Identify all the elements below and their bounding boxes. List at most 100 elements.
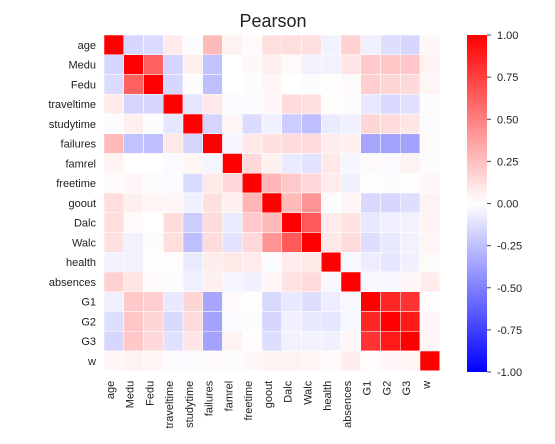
heatmap-cell-Dalc-freetime bbox=[242, 212, 263, 233]
heatmap-cell-G1-failures bbox=[202, 291, 223, 312]
heatmap-cell-famrel-failures bbox=[202, 153, 223, 174]
heatmap-cell-Dalc-absences bbox=[340, 212, 361, 233]
heatmap-cell-famrel-freetime bbox=[242, 153, 263, 174]
heatmap-cell-studytime-goout bbox=[261, 113, 282, 134]
heatmap-cell-Walc-Medu bbox=[123, 232, 144, 253]
y-tick-label-health: health bbox=[66, 257, 96, 269]
heatmap-cell-goout-absences bbox=[340, 192, 361, 213]
heatmap-cell-age-age bbox=[103, 34, 124, 55]
colorbar-ticks: 1.00 0.75 0.50 0.25 0.00 -0.25 -0.50 -0.75 -1.00 bbox=[487, 30, 522, 379]
x-tick-label-absences: absences bbox=[342, 380, 354, 428]
heatmap-cell-Walc-goout bbox=[261, 232, 282, 253]
heatmap-cell-age-Dalc bbox=[281, 34, 302, 55]
heatmap-cell-goout-health bbox=[321, 192, 342, 213]
heatmap-cell-famrel-G2 bbox=[380, 153, 401, 174]
heatmap-cell-G3-traveltime bbox=[163, 331, 184, 352]
heatmap-cell-G1-traveltime bbox=[163, 291, 184, 312]
heatmap-cell-freetime-traveltime bbox=[163, 173, 184, 194]
y-tick-label-age: age bbox=[78, 40, 96, 52]
heatmap-cell-Medu-G3 bbox=[400, 54, 421, 75]
heatmap-cell-absences-traveltime bbox=[163, 271, 184, 292]
heatmap-cell-Dalc-w bbox=[419, 212, 440, 233]
heatmap-cell-w-Walc bbox=[301, 350, 322, 371]
heatmap-cell-G1-famrel bbox=[222, 291, 243, 312]
heatmap-cell-goout-famrel bbox=[222, 192, 243, 213]
heatmap-cell-Fedu-absences bbox=[340, 74, 361, 95]
heatmap-cell-Fedu-Fedu bbox=[143, 74, 164, 95]
heatmap-cell-Medu-Medu bbox=[123, 54, 144, 75]
heatmap-cell-G2-absences bbox=[340, 311, 361, 332]
heatmap-cell-w-famrel bbox=[222, 350, 243, 371]
heatmap-cell-age-goout bbox=[261, 34, 282, 55]
heatmap-cell-absences-Fedu bbox=[143, 271, 164, 292]
heatmap-cell-G2-Fedu bbox=[143, 311, 164, 332]
heatmap-cell-studytime-Medu bbox=[123, 113, 144, 134]
heatmap-cell-goout-Medu bbox=[123, 192, 144, 213]
heatmap-cell-failures-Walc bbox=[301, 133, 322, 154]
heatmap-cell-absences-goout bbox=[261, 271, 282, 292]
heatmap-cell-G3-goout bbox=[261, 331, 282, 352]
heatmap-cell-age-w bbox=[419, 34, 440, 55]
heatmap-cell-age-absences bbox=[340, 34, 361, 55]
heatmap-cell-G2-goout bbox=[261, 311, 282, 332]
heatmap-cell-traveltime-absences bbox=[340, 94, 361, 115]
heatmap-cell-failures-traveltime bbox=[163, 133, 184, 154]
x-tick-label-studytime: studytime bbox=[184, 381, 196, 428]
heatmap-cell-famrel-age bbox=[103, 153, 124, 174]
heatmap-cell-absences-G2 bbox=[380, 271, 401, 292]
heatmap-cell-health-Medu bbox=[123, 252, 144, 273]
heatmap-cell-Walc-health bbox=[321, 232, 342, 253]
heatmap-cell-G1-Fedu bbox=[143, 291, 164, 312]
heatmap-cell-goout-traveltime bbox=[163, 192, 184, 213]
heatmap-cell-Fedu-freetime bbox=[242, 74, 263, 95]
heatmap-cell-failures-w bbox=[419, 133, 440, 154]
heatmap-cell-freetime-Dalc bbox=[281, 173, 302, 194]
heatmap-cell-age-G2 bbox=[380, 34, 401, 55]
heatmap-cell-studytime-Dalc bbox=[281, 113, 302, 134]
heatmap-cell-Medu-absences bbox=[340, 54, 361, 75]
heatmap-cell-w-Fedu bbox=[143, 350, 164, 371]
colorbar-tick-label: 0.50 bbox=[497, 114, 518, 126]
heatmap-cell-w-freetime bbox=[242, 350, 263, 371]
heatmap-cell-absences-age bbox=[103, 271, 124, 292]
heatmap-cell-health-G1 bbox=[360, 252, 381, 273]
heatmap-cell-health-traveltime bbox=[163, 252, 184, 273]
heatmap-cell-absences-w bbox=[419, 271, 440, 292]
heatmap-cell-health-Dalc bbox=[281, 252, 302, 273]
heatmap-cell-absences-G3 bbox=[400, 271, 421, 292]
heatmap-cell-Walc-G1 bbox=[360, 232, 381, 253]
heatmap-cell-G3-age bbox=[103, 331, 124, 352]
heatmap-cell-G3-w bbox=[419, 331, 440, 352]
colorbar bbox=[467, 35, 487, 372]
heatmap-cell-goout-freetime bbox=[242, 192, 263, 213]
y-tick-label-famrel: famrel bbox=[65, 158, 96, 170]
heatmap-cell-Walc-freetime bbox=[242, 232, 263, 253]
heatmap-cell-studytime-freetime bbox=[242, 113, 263, 134]
heatmap-cell-studytime-failures bbox=[202, 113, 223, 134]
heatmap-cell-goout-age bbox=[103, 192, 124, 213]
heatmap-cell-Walc-G3 bbox=[400, 232, 421, 253]
heatmap-cell-Dalc-G2 bbox=[380, 212, 401, 233]
colorbar-tick-label: -0.50 bbox=[497, 283, 522, 295]
heatmap-cell-health-G2 bbox=[380, 252, 401, 273]
heatmap-cell-G1-G3 bbox=[400, 291, 421, 312]
heatmap-cell-traveltime-goout bbox=[261, 94, 282, 115]
x-tick-label-failures: failures bbox=[204, 380, 216, 416]
heatmap-cell-Dalc-Fedu bbox=[143, 212, 164, 233]
heatmap-cell-Walc-failures bbox=[202, 232, 223, 253]
heatmap-cell-famrel-goout bbox=[261, 153, 282, 174]
heatmap-cell-G1-goout bbox=[261, 291, 282, 312]
heatmap-cell-Dalc-goout bbox=[261, 212, 282, 233]
heatmap-cell-G2-Walc bbox=[301, 311, 322, 332]
heatmap-cell-age-traveltime bbox=[163, 34, 184, 55]
heatmap-cell-absences-failures bbox=[202, 271, 223, 292]
heatmap-cell-absences-famrel bbox=[222, 271, 243, 292]
heatmap-cell-Walc-Dalc bbox=[281, 232, 302, 253]
heatmap-cell-Fedu-G2 bbox=[380, 74, 401, 95]
heatmap-cell-G2-G2 bbox=[380, 311, 401, 332]
heatmap-cell-failures-Dalc bbox=[281, 133, 302, 154]
heatmap-cell-health-G3 bbox=[400, 252, 421, 273]
y-tick-label-G1: G1 bbox=[81, 297, 96, 309]
heatmap-cell-G3-health bbox=[321, 331, 342, 352]
heatmap-cell-absences-Dalc bbox=[281, 271, 302, 292]
